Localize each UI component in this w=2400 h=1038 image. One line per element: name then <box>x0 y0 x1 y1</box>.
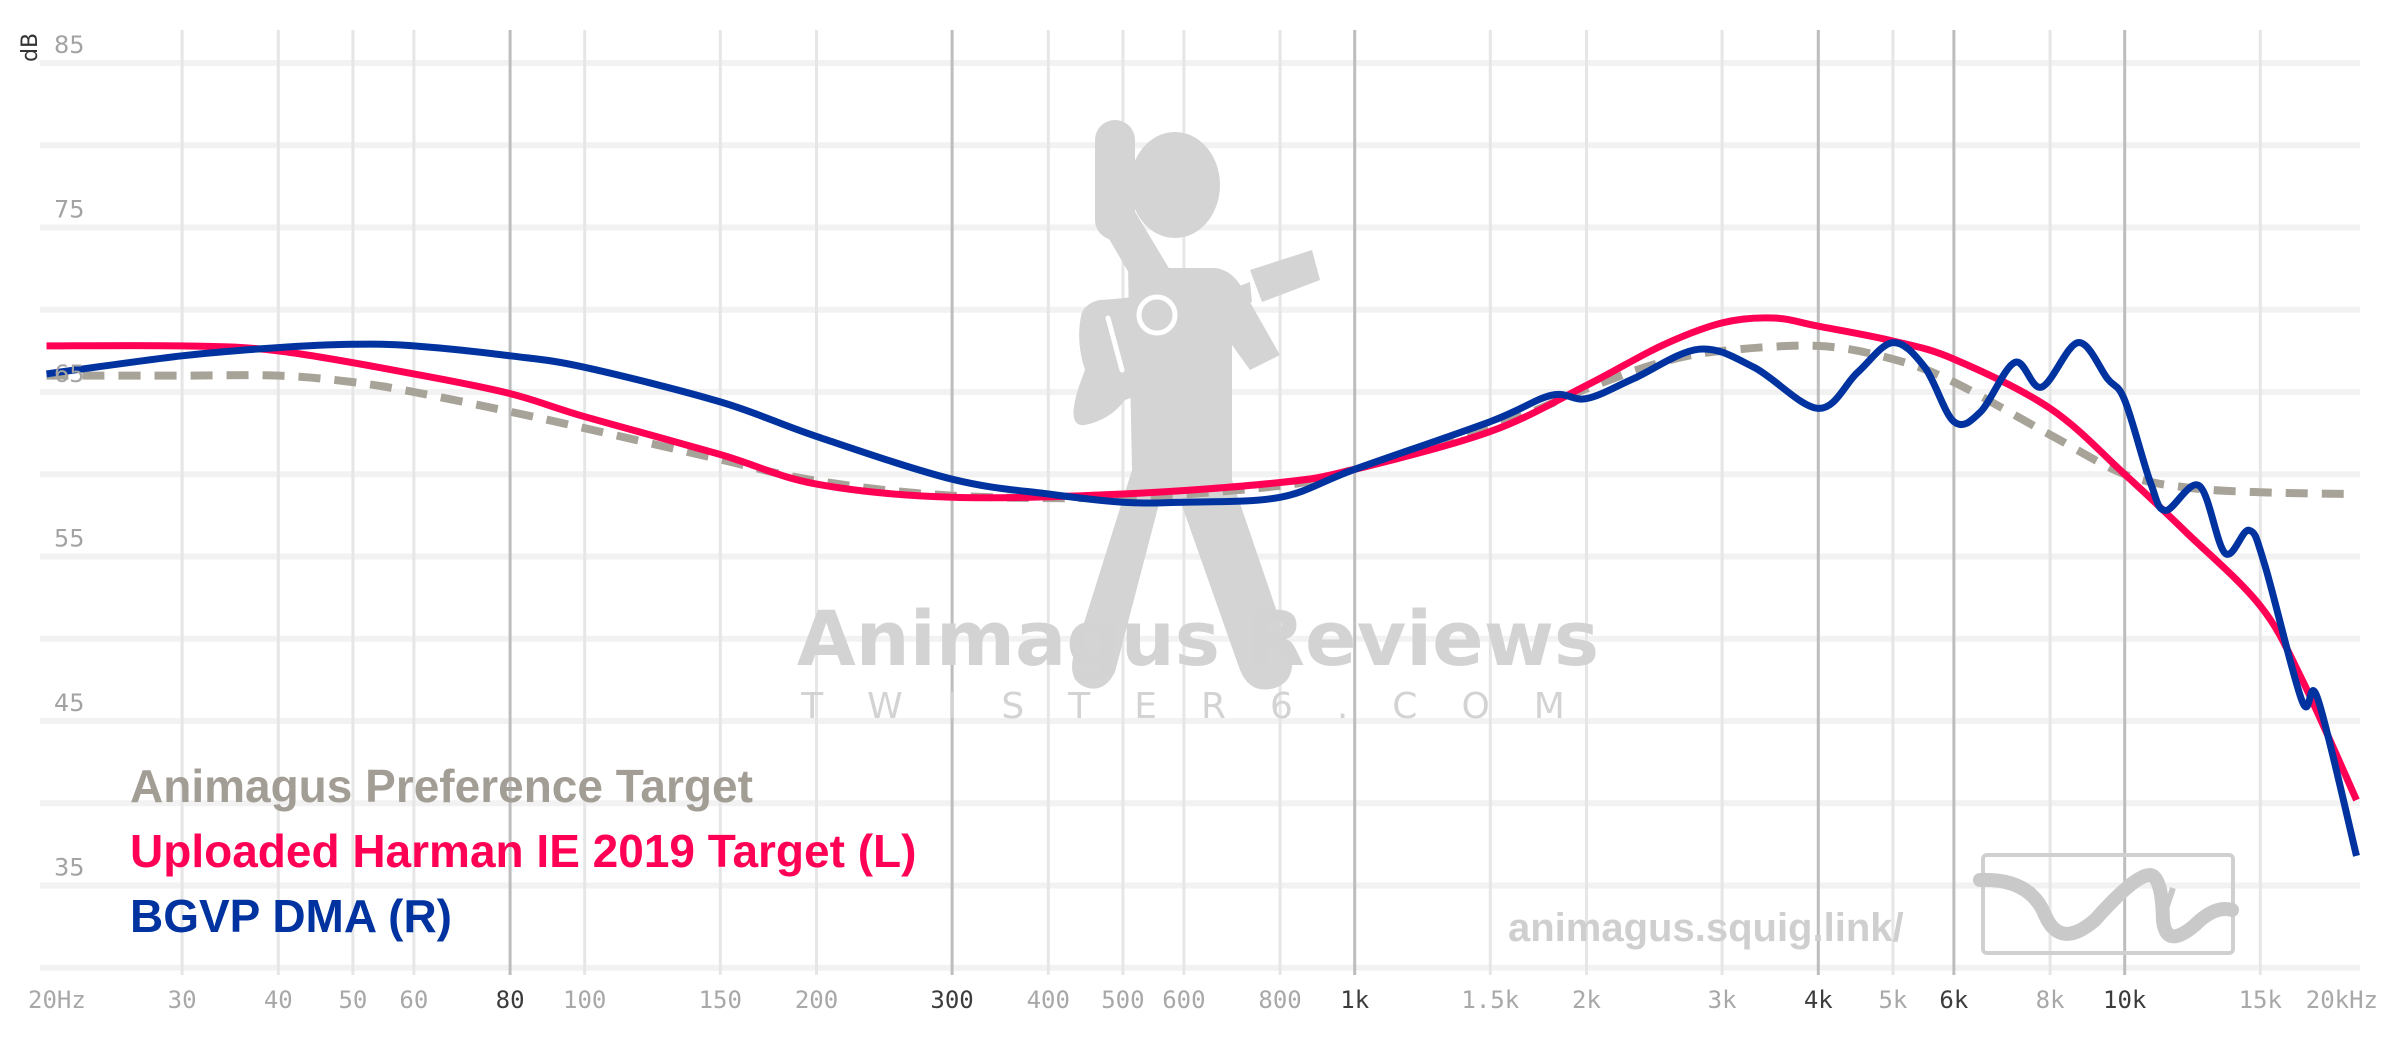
x-axis-ticks: 20Hz 30 40 50 60 80 100 150 200 300 400 500 600 800 1k… <box>28 986 2378 1014</box>
x-tick-label: 40 <box>264 986 293 1014</box>
legend: Animagus Preference Target Uploaded Harm… <box>130 760 916 942</box>
x-tick-label: 20kHz <box>2306 986 2378 1014</box>
x-tick-label: 3k <box>1708 986 1737 1014</box>
y-tick-label: 75 <box>54 196 85 224</box>
x-tick-label: 300 <box>930 986 973 1014</box>
x-tick-label: 60 <box>399 986 428 1014</box>
y-tick-label: 85 <box>54 31 85 59</box>
x-tick-label: 4k <box>1804 986 1833 1014</box>
y-tick-label: 65 <box>54 360 85 388</box>
x-tick-label: 600 <box>1162 986 1205 1014</box>
x-tick-label: 2k <box>1572 986 1601 1014</box>
x-tick-label: 1k <box>1340 986 1369 1014</box>
x-tick-label: 100 <box>563 986 606 1014</box>
bgvp-dma-curve[interactable] <box>46 339 2360 857</box>
x-tick-label: 15k <box>2239 986 2283 1014</box>
y-tick-label: 45 <box>54 689 85 717</box>
y-tick-label: 35 <box>54 854 85 882</box>
curves <box>46 314 2360 857</box>
x-tick-label: 20Hz <box>28 986 86 1014</box>
x-tick-label: 5k <box>1878 986 1907 1014</box>
y-tick-label: 55 <box>54 525 85 553</box>
x-tick-label: 150 <box>699 986 742 1014</box>
x-tick-label: 800 <box>1258 986 1301 1014</box>
y-axis-label: dB <box>18 33 43 62</box>
x-tick-label: 8k <box>2036 986 2065 1014</box>
legend-item-preference-target[interactable]: Animagus Preference Target <box>130 760 753 812</box>
x-tick-label: 500 <box>1101 986 1144 1014</box>
vertical-gridlines <box>180 30 2262 975</box>
x-tick-label: 200 <box>795 986 838 1014</box>
x-tick-label: 10k <box>2103 986 2147 1014</box>
y-axis-ticks: 85 75 65 55 45 35 <box>54 31 85 882</box>
guitarist-icon <box>1072 120 1320 690</box>
watermark-title: Animagus Reviews <box>797 594 1599 683</box>
x-tick-label: 30 <box>168 986 197 1014</box>
squiggle-logo-icon <box>1973 853 2239 955</box>
guitar-soundhole-icon <box>1105 294 1178 373</box>
x-tick-label: 1.5k <box>1461 986 1519 1014</box>
legend-item-bgvp-dma[interactable]: BGVP DMA (R) <box>130 890 452 942</box>
x-tick-label: 80 <box>496 986 525 1014</box>
watermark-url: animagus.squig.link/ <box>1508 906 1904 950</box>
watermark-subtitle: TWISTER6.COM <box>800 686 1609 727</box>
x-tick-label: 50 <box>338 986 367 1014</box>
x-tick-label: 400 <box>1027 986 1070 1014</box>
harman-target-curve[interactable] <box>46 314 2360 802</box>
legend-item-harman-target[interactable]: Uploaded Harman IE 2019 Target (L) <box>130 825 916 877</box>
x-tick-label: 6k <box>1939 986 1968 1014</box>
